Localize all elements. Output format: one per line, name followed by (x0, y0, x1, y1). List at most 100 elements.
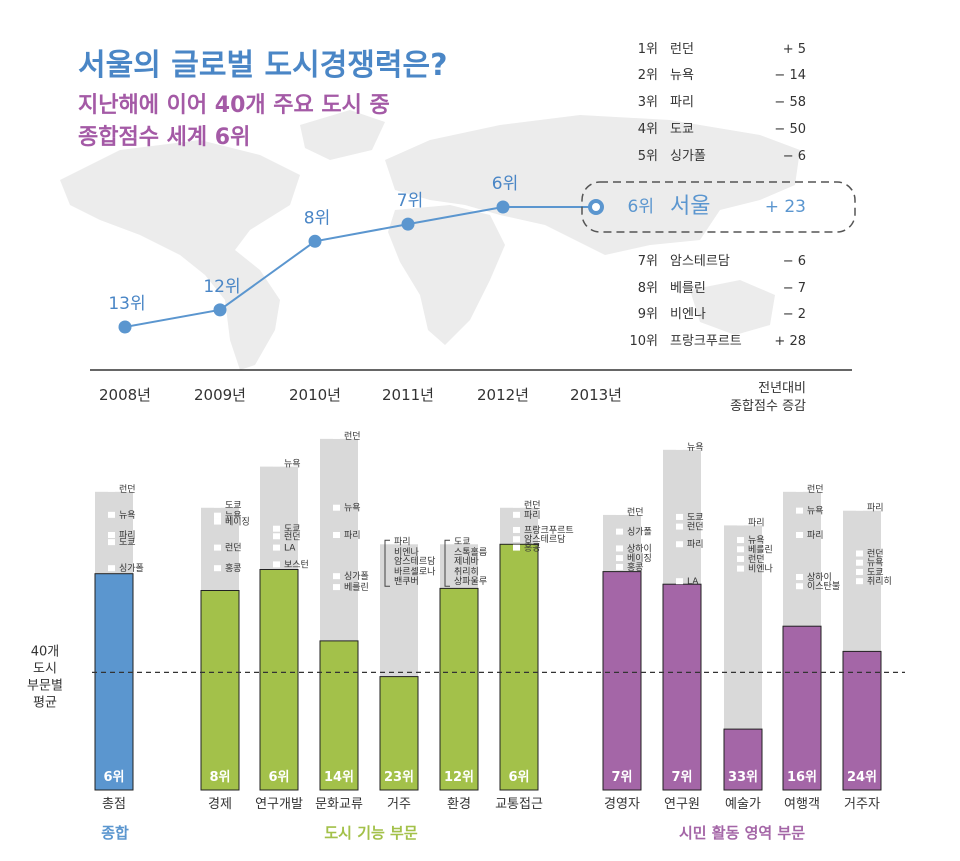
top-city-marker: 런던 (273, 531, 301, 542)
year-axis-labels: 2008년 2009년 2010년 2011년 2012년 2013년 (99, 386, 622, 404)
top-city-marker: 런던 (676, 522, 704, 533)
seoul-score-bar (723, 728, 763, 791)
city-label: 파리 (524, 510, 541, 521)
category-label: 연구원 (664, 797, 700, 812)
city-label: 파리 (687, 539, 704, 550)
city-marker-square (616, 563, 623, 570)
seoul-rank-label: 16위 (787, 770, 817, 785)
ranking-row: 9위 비엔나 − 2 (638, 307, 806, 322)
seoul-score-bar (662, 583, 702, 791)
top-city-marker: 상파울루 (454, 576, 487, 587)
city-label: 뉴욕 (344, 503, 361, 514)
top-city-marker: 도쿄 (214, 501, 242, 511)
city-marker-square (856, 568, 863, 575)
top-city-marker: 런던 (737, 554, 765, 565)
ranking-rank: 8위 (638, 281, 658, 296)
city-marker-square (108, 511, 115, 518)
seoul-score-bar (842, 650, 882, 791)
top-city-marker: 도쿄 (454, 537, 471, 547)
seoul-rank-label: 8위 (209, 770, 230, 785)
year-label: 2010년 (289, 386, 341, 404)
city-marker-square (513, 526, 520, 533)
top-city-marker: 취리히 (856, 576, 892, 587)
ranking-rank: 2위 (638, 68, 658, 83)
ranking-city: 파리 (670, 95, 694, 110)
seoul-rank-label: 12위 (444, 770, 474, 785)
city-marker-square (513, 511, 520, 518)
top-city-marker: 파리 (333, 530, 361, 541)
top-city-marker: 밴쿠버 (394, 576, 419, 587)
city-marker-square (273, 561, 280, 568)
top-city-marker: 런던 (513, 500, 541, 511)
city-label: 제네바 (454, 556, 480, 567)
rank-point (496, 200, 510, 214)
top-city-marker: 파리 (394, 536, 411, 547)
top-city-marker: 런던 (796, 484, 824, 495)
top-city-marker: 런던 (856, 548, 884, 559)
city-marker-square (616, 508, 623, 515)
city-marker-square (333, 504, 340, 511)
category-label: 경제 (208, 797, 232, 812)
seoul-score-bar (200, 590, 240, 791)
rank-point-label: 8위 (304, 208, 330, 228)
ranking-row: 4위 도쿄 − 50 (638, 122, 806, 137)
top-city-marker: 베이징 (214, 517, 250, 528)
category-label: 환경 (447, 797, 471, 812)
ranking-row: 7위 암스테르담 − 6 (638, 254, 806, 269)
ranking-change: − 14 (774, 68, 806, 83)
city-label: 취리히 (454, 567, 479, 578)
city-marker-square (513, 544, 520, 551)
city-marker-square (856, 504, 863, 511)
rank-point (588, 199, 604, 215)
top-city-marker: 홍콩 (214, 562, 242, 574)
ranking-rank: 7위 (638, 254, 658, 269)
rank-point (401, 217, 415, 231)
ranking-change: − 7 (783, 281, 806, 296)
city-label: 싱가폴 (344, 571, 369, 582)
city-label: 암스테르담 (394, 555, 435, 567)
average-reference-label: 평균 (33, 695, 57, 710)
top-city-marker: 뉴욕 (676, 442, 704, 453)
top-city-marker: 도쿄 (273, 525, 301, 535)
ranking-rank: 6위 (628, 197, 654, 217)
city-label: 런던 (748, 554, 765, 565)
top-city-marker: 파리 (676, 539, 704, 550)
top-city-marker: 싱가폴 (616, 527, 652, 538)
rank-point-label: 12위 (203, 277, 240, 297)
top-city-marker: 비엔나 (737, 564, 773, 575)
seoul-score-bar (602, 571, 642, 791)
top-city-marker: 런던 (333, 431, 361, 442)
city-marker-square (616, 528, 623, 535)
category-label: 총점 (102, 797, 126, 812)
ranking-change: − 50 (774, 122, 806, 137)
city-label: 홍콩 (627, 561, 644, 573)
city-marker-square (856, 559, 863, 566)
top-city-marker: 도쿄 (856, 568, 884, 578)
city-label: 파리 (867, 503, 884, 514)
rank-point (118, 320, 132, 334)
seoul-score-bar (782, 625, 822, 791)
ranking-city: 프랑크푸르트 (670, 334, 742, 349)
category-label: 예술가 (725, 797, 761, 812)
top-city-marker: 이스탄불 (796, 581, 840, 592)
city-marker-square (108, 485, 115, 492)
city-marker-square (737, 565, 744, 572)
top-city-marker: 파리 (737, 517, 765, 528)
seoul-rank-label: 7위 (611, 770, 632, 785)
top-city-marker: 베를린 (333, 582, 369, 593)
top-city-marker: 파리 (856, 503, 884, 514)
map-africa (388, 205, 505, 345)
seoul-rank-label: 23위 (384, 770, 414, 785)
top-city-marker: 스톡홀름 (454, 546, 487, 558)
city-marker-square (796, 507, 803, 514)
city-marker-square (513, 501, 520, 508)
city-marker-square (616, 545, 623, 552)
ranking-city: 암스테르담 (670, 254, 730, 269)
city-label: 런던 (627, 507, 644, 518)
city-label: 비엔나 (394, 547, 419, 558)
city-marker-square (796, 574, 803, 580)
